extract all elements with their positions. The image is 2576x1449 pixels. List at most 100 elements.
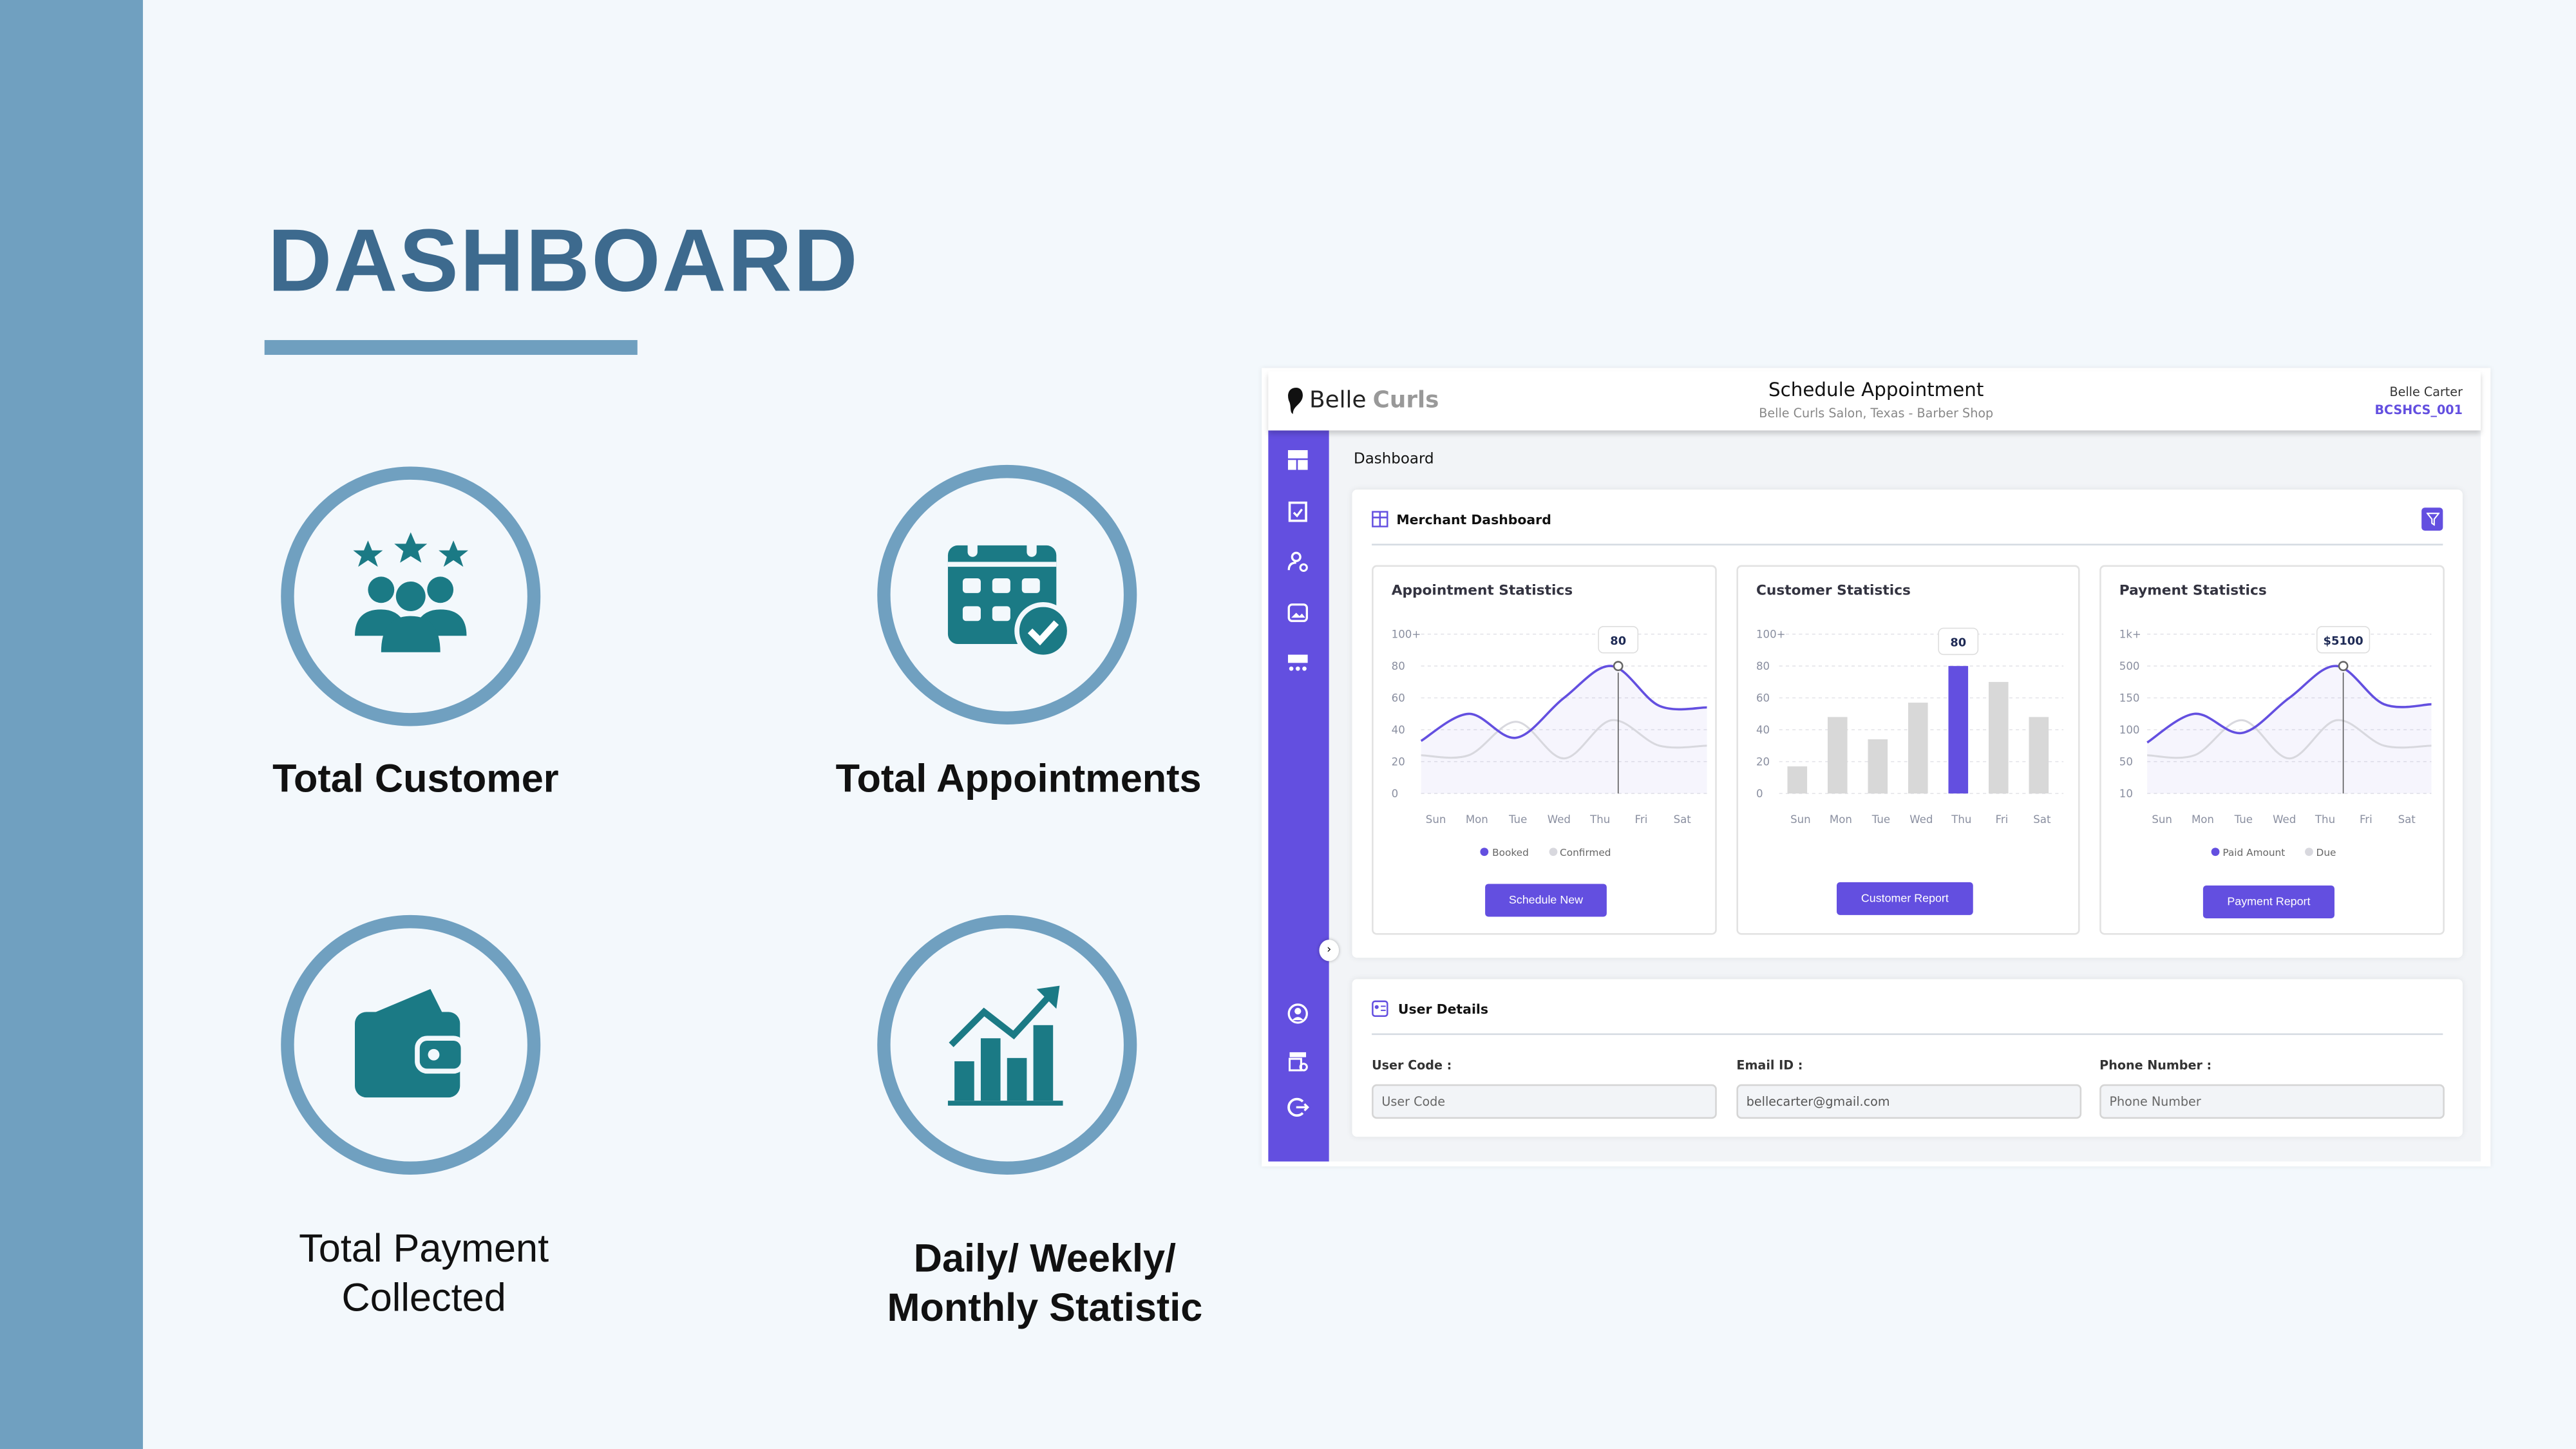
x-tick-label: Sun [2152, 813, 2172, 826]
phone-label: Phone Number : [2099, 1057, 2212, 1073]
y-tick-label: 40 [1756, 724, 1770, 736]
y-tick-label: 20 [1756, 756, 1770, 768]
store-settings-icon[interactable] [1286, 1050, 1309, 1073]
tooltip-value: $5100 [2324, 634, 2363, 648]
series-line-confirmed [1421, 719, 1707, 760]
decorative-side-bar [0, 0, 143, 1449]
chart-title: Payment Statistics [2119, 583, 2267, 600]
email-input[interactable]: bellecarter@gmail.com [1736, 1084, 2082, 1119]
x-tick-label: Thu [1589, 813, 1610, 826]
x-tick-label: Wed [2273, 813, 2296, 826]
y-tick-label: 20 [1392, 756, 1405, 768]
email-label: Email ID : [1736, 1057, 1803, 1073]
y-tick-label: 500 [2119, 660, 2140, 672]
app-header: Belle Curls Schedule Appointment Belle C… [1268, 371, 2481, 431]
tooltip-box [1938, 627, 1979, 656]
x-tick-label: Tue [2234, 813, 2253, 826]
tooltip-box [1598, 626, 1639, 654]
y-tick-label: 60 [1756, 692, 1770, 705]
appointment-statistics-card: Appointment Statistics 0 20 40 60 80 100+ Sun M… [1372, 565, 1717, 935]
customers-stars-icon [281, 466, 541, 726]
divider [1372, 1033, 2443, 1036]
x-tick-label: Mon [1466, 813, 1488, 826]
filter-button[interactable] [2421, 507, 2443, 531]
user-code: BCSHCS_001 [2374, 402, 2463, 417]
calendar-check-icon [877, 464, 1137, 724]
hover-point [1613, 661, 1624, 672]
profile-icon[interactable] [1286, 1002, 1309, 1025]
x-tick-label: Fri [2360, 813, 2372, 826]
filter-icon [2425, 513, 2439, 526]
feature-label-total-appointments: Total Appointments [835, 757, 1202, 802]
breadcrumb: Dashboard [1354, 451, 1434, 469]
x-tick-label: Sun [1426, 813, 1446, 826]
divider [1372, 544, 2443, 545]
tooltip-value: 80 [1610, 634, 1626, 648]
legend-label: Confirmed [1560, 848, 1611, 860]
y-tick-label: 150 [2119, 692, 2140, 705]
user-code-input[interactable]: User Code [1372, 1084, 1717, 1119]
x-tick-label: Wed [1909, 813, 1933, 826]
appointment-chart: 0 20 40 60 80 100+ Sun Mon Tue Wed Thu Fri Sat 80 [1392, 626, 1707, 826]
x-tick-label: Mon [1830, 813, 1852, 826]
label-line: Collected [341, 1276, 506, 1321]
x-tick-label: Tue [1508, 813, 1527, 826]
gallery-icon[interactable] [1286, 601, 1309, 625]
schedule-new-button[interactable]: Schedule New [1485, 884, 1607, 917]
legend-label: Due [2316, 848, 2336, 860]
area-fill [2147, 666, 2432, 794]
dashboard-icon[interactable] [1286, 448, 1309, 471]
chart-title: Customer Statistics [1756, 583, 1911, 600]
sidebar [1268, 430, 1329, 1162]
calendar-check-icon[interactable] [1286, 500, 1309, 523]
area-fill [1421, 666, 1707, 794]
dashboard-grid-icon [1372, 511, 1388, 527]
label-line: Total Payment [299, 1227, 549, 1272]
user-settings-icon[interactable] [1286, 551, 1309, 574]
phone-input[interactable]: Phone Number [2099, 1084, 2445, 1119]
label-line: Monthly Statistic [887, 1286, 1203, 1331]
sidebar-expand-toggle[interactable]: › [1319, 940, 1340, 961]
hair-logo-icon [1288, 388, 1303, 414]
x-tick-label: Fri [1996, 813, 2009, 826]
chart-title: Appointment Statistics [1391, 583, 1573, 600]
x-tick-label: Sat [1674, 813, 1692, 826]
y-tick-label: 0 [1392, 788, 1399, 800]
bar-thu [1948, 666, 1969, 794]
legend-dot [1548, 848, 1557, 857]
y-tick-label: 80 [1392, 660, 1405, 672]
payment-chart: 10 50 100 150 500 1k+ Sun Mon Tue Wed Thu Fri Sat $51… [2119, 626, 2432, 826]
x-tick-label: Mon [2192, 813, 2214, 826]
merchant-dashboard-title: Merchant Dashboard [1396, 512, 1551, 527]
brand-name-part1: Belle [1309, 388, 1367, 414]
customer-statistics-card: Customer Statistics 0 20 40 60 80 100+ Sun Mon T… [1736, 565, 2080, 935]
series-line-booked [1420, 665, 1707, 743]
legend-item: Paid Amount [2211, 848, 2285, 859]
legend-item: Booked [1481, 848, 1529, 860]
services-icon[interactable] [1286, 652, 1309, 676]
legend-dot [2304, 848, 2313, 857]
chart-legend: Paid Amount Due [2101, 848, 2447, 859]
user-name[interactable]: Belle Carter [2389, 384, 2463, 399]
bar-sat [2029, 717, 2049, 794]
user-code-label: User Code : [1372, 1057, 1452, 1073]
x-tick-label: Wed [1548, 813, 1571, 826]
y-tick-label: 100 [2119, 724, 2140, 736]
y-tick-label: 40 [1392, 724, 1405, 736]
logout-icon[interactable] [1286, 1096, 1309, 1119]
series-line-paid-amount [2146, 665, 2432, 744]
growth-chart-icon [877, 914, 1137, 1175]
payment-report-button[interactable]: Payment Report [2202, 885, 2334, 919]
y-tick-label: 0 [1756, 788, 1763, 800]
brand-logo[interactable]: Belle Curls [1286, 386, 1439, 415]
id-card-icon [1372, 1000, 1388, 1018]
customer-chart: 0 20 40 60 80 100+ Sun Mon Tue Wed Thu Fri Sat 80 [1756, 627, 2064, 826]
x-tick-label: Sat [2398, 813, 2416, 826]
x-tick-label: Fri [1635, 813, 1648, 826]
customer-report-button[interactable]: Customer Report [1837, 882, 1973, 915]
header-title: Schedule Appointment [1768, 377, 1984, 401]
x-tick-label: Thu [1951, 813, 1971, 826]
title-underline [264, 340, 638, 355]
legend-label: Booked [1492, 848, 1529, 860]
brand-name-part2: Curls [1372, 388, 1439, 414]
